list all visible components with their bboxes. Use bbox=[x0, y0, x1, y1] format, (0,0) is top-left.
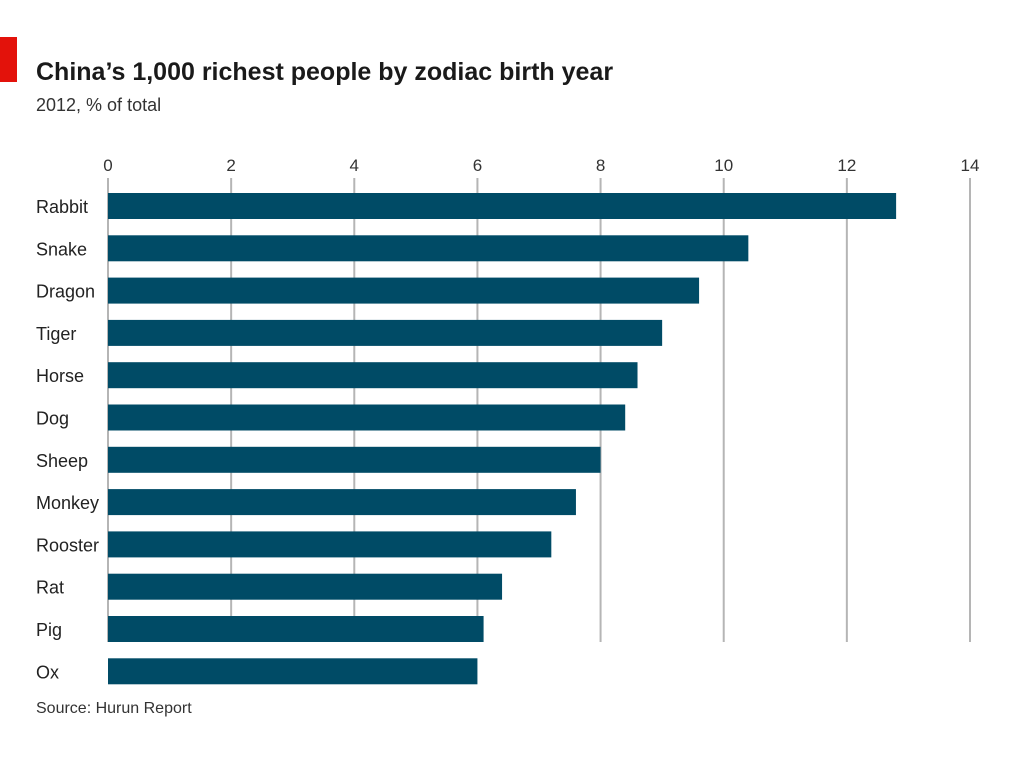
chart-title: China’s 1,000 richest people by zodiac b… bbox=[36, 58, 614, 86]
x-tick-label: 8 bbox=[596, 156, 605, 175]
category-label: Rat bbox=[36, 578, 64, 598]
chart-source: Source: Hurun Report bbox=[36, 700, 192, 717]
category-label: Tiger bbox=[36, 324, 76, 344]
x-tick-label: 0 bbox=[103, 156, 112, 175]
bar-rabbit bbox=[108, 193, 897, 219]
bar-dragon bbox=[108, 277, 700, 304]
category-label: Snake bbox=[36, 239, 87, 259]
bar-sheep bbox=[108, 446, 601, 473]
category-label: Dog bbox=[36, 409, 69, 429]
bar-dog bbox=[108, 404, 626, 431]
category-label: Monkey bbox=[36, 493, 99, 513]
chart-subtitle: 2012, % of total bbox=[36, 95, 162, 115]
bar-horse bbox=[108, 362, 638, 389]
bar-monkey bbox=[108, 489, 576, 516]
x-tick-label: 10 bbox=[714, 156, 733, 175]
category-label: Ox bbox=[36, 662, 59, 682]
bar-rat bbox=[108, 573, 503, 600]
category-label: Pig bbox=[36, 620, 62, 640]
x-tick-label: 12 bbox=[837, 156, 856, 175]
x-tick-label: 4 bbox=[350, 156, 359, 175]
x-tick-label: 2 bbox=[226, 156, 235, 175]
x-tick-label: 14 bbox=[961, 156, 980, 175]
category-label: Rabbit bbox=[36, 197, 88, 217]
brand-accent-tag bbox=[0, 37, 17, 82]
category-label: Horse bbox=[36, 366, 84, 386]
category-label: Rooster bbox=[36, 535, 99, 555]
category-label: Sheep bbox=[36, 451, 88, 471]
bar-rooster bbox=[108, 531, 552, 558]
bar-pig bbox=[108, 616, 484, 642]
bar-tiger bbox=[108, 319, 663, 346]
x-tick-label: 6 bbox=[473, 156, 482, 175]
category-label: Dragon bbox=[36, 282, 95, 302]
bar-snake bbox=[108, 235, 749, 262]
bar-ox bbox=[108, 658, 478, 685]
